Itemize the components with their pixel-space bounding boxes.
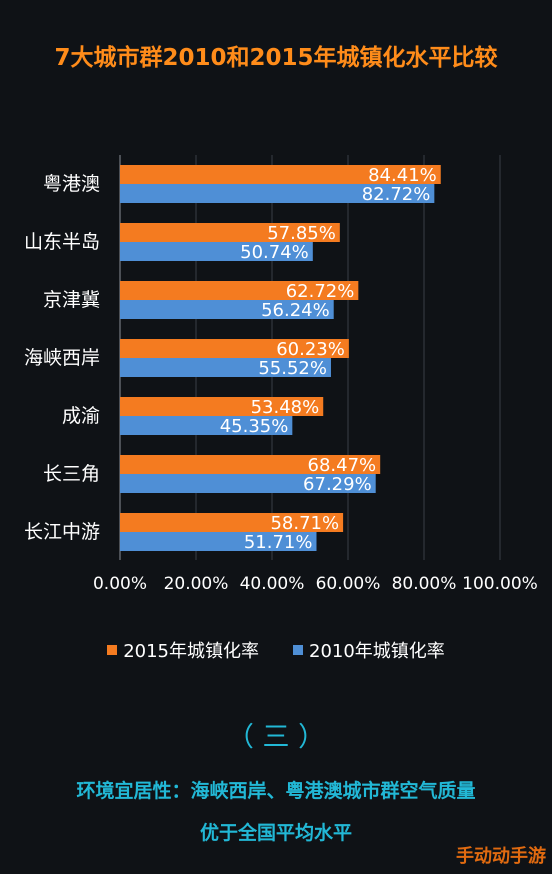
data-label: 50.74% [240, 242, 309, 263]
legend-label-2010: 2010年城镇化率 [309, 641, 445, 662]
bar [120, 339, 349, 358]
legend-swatch-2010 [293, 645, 303, 655]
legend: 2015年城镇化率 2010年城镇化率 [0, 637, 552, 663]
bar [120, 165, 441, 184]
x-tick-label: 60.00% [316, 574, 381, 594]
bar [120, 474, 376, 493]
bar [120, 281, 359, 300]
data-label: 58.71% [270, 513, 339, 534]
legend-swatch-2015 [107, 645, 118, 655]
category-label: 海峡西岸 [24, 347, 100, 369]
chart-title: 7大城市群2010和2015年城镇化水平比较 [54, 45, 498, 71]
bar [120, 300, 334, 319]
category-label: 长三角 [43, 463, 100, 485]
x-tick-label: 20.00% [164, 574, 229, 594]
data-label: 60.23% [276, 339, 345, 360]
bar [120, 513, 344, 532]
bar [120, 223, 340, 242]
x-tick-label: 80.00% [392, 574, 457, 594]
data-label: 56.24% [261, 300, 330, 321]
x-tick-label: 0.00% [93, 574, 147, 594]
data-label: 84.41% [368, 165, 437, 186]
category-label: 成渝 [62, 405, 100, 427]
data-label: 57.85% [267, 223, 336, 244]
bar [120, 416, 293, 435]
caption-line-1: 环境宜居性：海峡西岸、粤港澳城市群空气质量 [76, 780, 476, 802]
bar [120, 358, 331, 377]
x-tick-label: 40.00% [240, 574, 305, 594]
data-label: 62.72% [286, 281, 355, 302]
category-label: 京津冀 [43, 289, 100, 311]
bar [120, 242, 313, 261]
bar [120, 397, 324, 416]
category-label: 粤港澳 [43, 173, 100, 195]
data-label: 45.35% [220, 416, 289, 437]
legend-item-2015: 2015年城镇化率 [107, 637, 259, 663]
watermark-logo: 手动动手游 [456, 846, 546, 867]
category-label: 山东半岛 [24, 231, 100, 253]
x-tick-label: 100.00% [462, 574, 538, 594]
data-label: 82.72% [362, 184, 431, 205]
data-label: 53.48% [251, 397, 320, 418]
legend-item-2010: 2010年城镇化率 [293, 637, 445, 663]
caption-line-2: 优于全国平均水平 [199, 822, 352, 844]
legend-label-2015: 2015年城镇化率 [123, 641, 259, 662]
data-label: 67.29% [303, 474, 372, 495]
section-heading: （ 三 ） [226, 722, 326, 753]
bar-chart: 0.00% 20.00% 40.00% 60.00% 80.00% 100.00% 粤港澳 8… [24, 155, 538, 594]
data-label: 68.47% [308, 455, 377, 476]
bar [120, 184, 435, 203]
data-label: 51.71% [244, 532, 313, 553]
bar [120, 455, 381, 474]
bar [120, 532, 317, 551]
category-label: 长江中游 [24, 521, 100, 543]
data-label: 55.52% [258, 358, 327, 379]
